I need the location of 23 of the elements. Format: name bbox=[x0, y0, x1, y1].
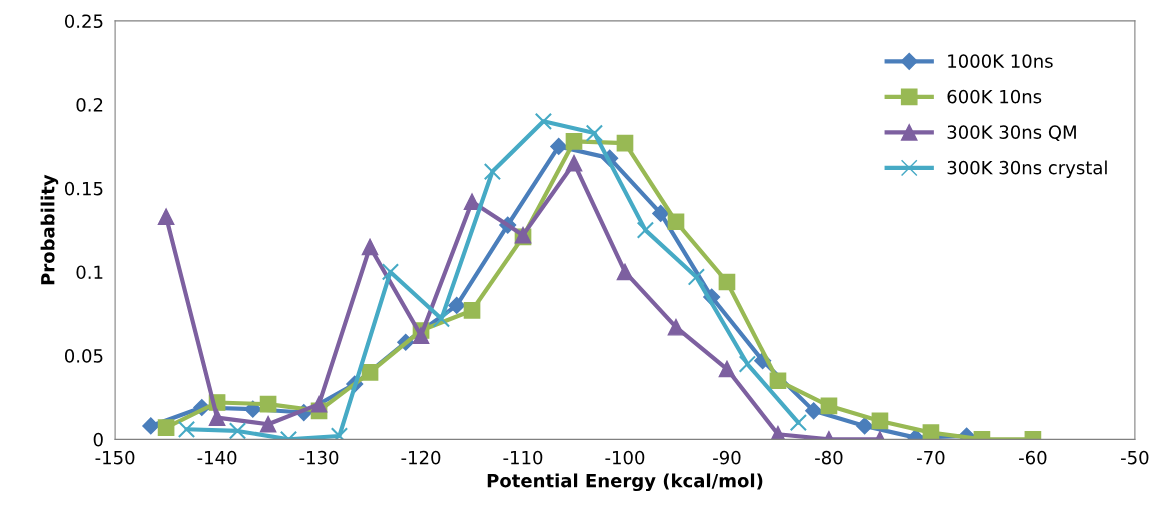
legend-label: 600K 10ns bbox=[947, 89, 1042, 104]
y-tick-label: 0 bbox=[93, 432, 103, 447]
x-tick-label: -90 bbox=[713, 450, 741, 465]
x-tick-label: -100 bbox=[605, 450, 645, 465]
x-axis-title: Potential Energy (kcal/mol) bbox=[487, 473, 763, 492]
x-tick-label: -110 bbox=[503, 450, 543, 465]
y-tick-label: 0.1 bbox=[76, 265, 103, 280]
y-axis-title: Probability bbox=[40, 174, 59, 285]
x-tick-label: -80 bbox=[815, 450, 843, 465]
y-tick-label: 0.2 bbox=[76, 98, 103, 112]
legend-label: 300K 30ns crystal bbox=[947, 160, 1107, 178]
legend-label: 300K 30ns QM bbox=[947, 125, 1076, 142]
x-tick-label: -130 bbox=[299, 450, 339, 465]
x-tick-label: -70 bbox=[917, 450, 945, 465]
y-tick-label: 0.05 bbox=[64, 349, 103, 363]
x-tick-label: -60 bbox=[1019, 450, 1047, 465]
x-tick-label: -120 bbox=[401, 450, 441, 465]
x-tick-label: -50 bbox=[1121, 450, 1149, 465]
legend-label: 1000K 10ns bbox=[948, 54, 1053, 68]
y-tick-label: 0.15 bbox=[64, 181, 103, 196]
x-tick-label: -140 bbox=[197, 450, 237, 465]
y-tick-label: 0.25 bbox=[64, 14, 103, 29]
x-tick-label: -150 bbox=[95, 450, 135, 465]
